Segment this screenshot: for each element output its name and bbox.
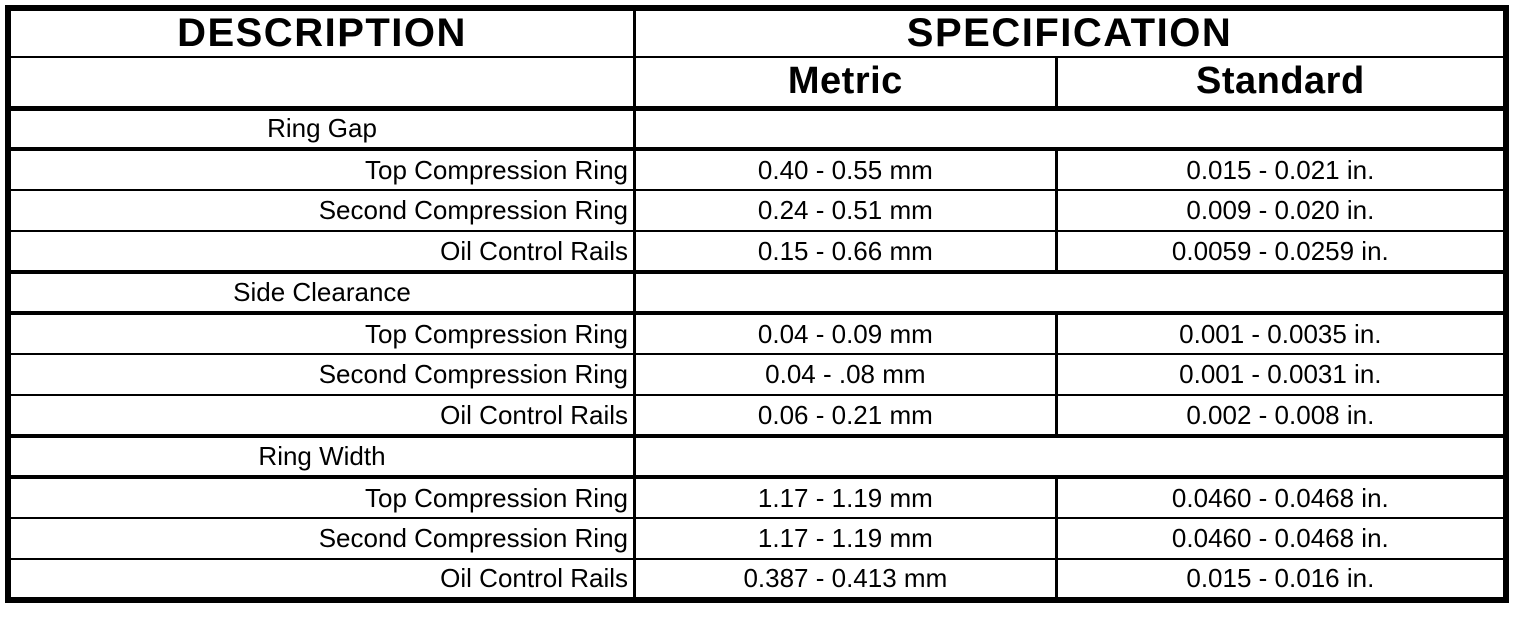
metric-value: 0.24 - 0.51 mm: [633, 189, 1057, 231]
section-row: Ring Width: [8, 434, 1506, 479]
standard-value: 0.001 - 0.0035 in.: [1054, 312, 1506, 354]
table-row: Top Compression Ring 1.17 - 1.19 mm 0.04…: [8, 476, 1506, 518]
row-label: Second Compression Ring: [8, 189, 635, 231]
table-subheader-row: Metric Standard: [8, 57, 1506, 111]
section-label: Ring Width: [8, 434, 635, 479]
section-label: Side Clearance: [8, 270, 635, 315]
row-label: Second Compression Ring: [8, 353, 635, 395]
row-label: Oil Control Rails: [8, 558, 635, 600]
section-spec-empty: [633, 106, 1506, 151]
section-spec-empty: [633, 434, 1506, 479]
metric-column-header: Metric: [633, 57, 1057, 111]
section-row: Ring Gap: [8, 106, 1506, 151]
standard-value: 0.009 - 0.020 in.: [1054, 189, 1506, 231]
row-label: Second Compression Ring: [8, 517, 635, 559]
metric-value: 0.06 - 0.21 mm: [633, 394, 1057, 436]
table-row: Top Compression Ring 0.40 - 0.55 mm 0.01…: [8, 148, 1506, 190]
table-header-row: DESCRIPTION SPECIFICATION: [8, 8, 1506, 58]
standard-column-header: Standard: [1054, 57, 1506, 111]
metric-value: 0.387 - 0.413 mm: [633, 558, 1057, 600]
standard-value: 0.002 - 0.008 in.: [1054, 394, 1506, 436]
metric-value: 0.04 - 0.09 mm: [633, 312, 1057, 354]
standard-value: 0.0460 - 0.0468 in.: [1054, 476, 1506, 518]
specification-column-header: SPECIFICATION: [633, 8, 1506, 58]
section-spec-empty: [633, 270, 1506, 315]
standard-value: 0.015 - 0.016 in.: [1054, 558, 1506, 600]
section-label: Ring Gap: [8, 106, 635, 151]
row-label: Top Compression Ring: [8, 312, 635, 354]
description-subheader-empty: [8, 57, 635, 111]
metric-value: 0.40 - 0.55 mm: [633, 148, 1057, 190]
table-row: Second Compression Ring 0.04 - .08 mm 0.…: [8, 353, 1506, 395]
row-label: Top Compression Ring: [8, 148, 635, 190]
standard-value: 0.015 - 0.021 in.: [1054, 148, 1506, 190]
metric-value: 0.04 - .08 mm: [633, 353, 1057, 395]
standard-value: 0.001 - 0.0031 in.: [1054, 353, 1506, 395]
row-label: Oil Control Rails: [8, 394, 635, 436]
table-row: Second Compression Ring 1.17 - 1.19 mm 0…: [8, 517, 1506, 559]
description-column-header: DESCRIPTION: [8, 8, 635, 58]
table-row: Oil Control Rails 0.387 - 0.413 mm 0.015…: [8, 558, 1506, 600]
table-row: Oil Control Rails 0.15 - 0.66 mm 0.0059 …: [8, 230, 1506, 272]
metric-value: 1.17 - 1.19 mm: [633, 517, 1057, 559]
table-row: Second Compression Ring 0.24 - 0.51 mm 0…: [8, 189, 1506, 231]
piston-ring-spec-table: DESCRIPTION SPECIFICATION Metric Standar…: [5, 5, 1509, 603]
row-label: Oil Control Rails: [8, 230, 635, 272]
standard-value: 0.0460 - 0.0468 in.: [1054, 517, 1506, 559]
metric-value: 0.15 - 0.66 mm: [633, 230, 1057, 272]
table-row: Top Compression Ring 0.04 - 0.09 mm 0.00…: [8, 312, 1506, 354]
metric-value: 1.17 - 1.19 mm: [633, 476, 1057, 518]
table-row: Oil Control Rails 0.06 - 0.21 mm 0.002 -…: [8, 394, 1506, 436]
standard-value: 0.0059 - 0.0259 in.: [1054, 230, 1506, 272]
section-row: Side Clearance: [8, 270, 1506, 315]
row-label: Top Compression Ring: [8, 476, 635, 518]
